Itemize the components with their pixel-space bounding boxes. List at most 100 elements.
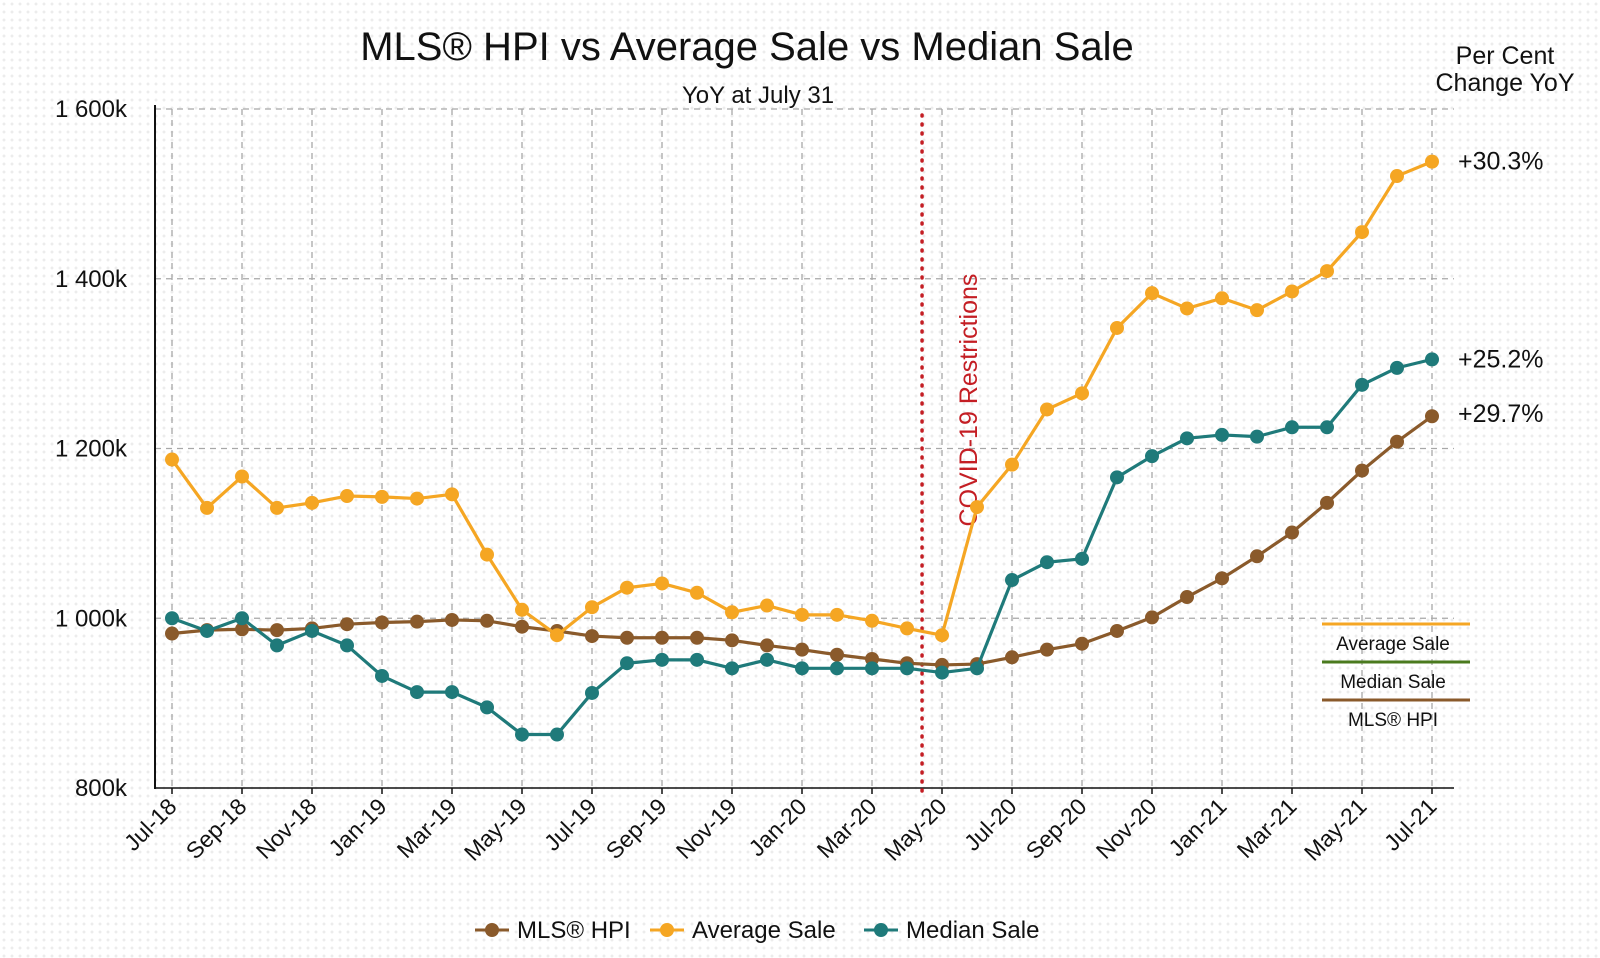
data-point-median-sale — [1110, 470, 1124, 485]
data-point-median-sale — [1285, 420, 1299, 435]
data-point-average-sale — [935, 628, 949, 643]
data-point-median-sale — [165, 611, 179, 626]
data-point-mls-hpi — [585, 629, 599, 644]
data-point-mls-hpi — [1320, 495, 1334, 510]
legend-swatch-marker — [660, 923, 674, 937]
data-point-average-sale — [795, 607, 809, 622]
data-point-average-sale — [480, 547, 494, 562]
data-point-average-sale — [1075, 386, 1089, 401]
data-point-median-sale — [515, 727, 529, 742]
data-point-average-sale — [410, 491, 424, 506]
data-point-average-sale — [1040, 402, 1054, 417]
legend-swatch-marker — [485, 923, 499, 937]
data-point-average-sale — [865, 613, 879, 628]
data-point-mls-hpi — [1355, 463, 1369, 478]
series-mls-hpi — [165, 409, 1439, 672]
data-point-mls-hpi — [1110, 623, 1124, 638]
data-point-median-sale — [690, 652, 704, 667]
data-point-median-sale — [1355, 377, 1369, 392]
data-point-average-sale — [1145, 286, 1159, 301]
data-point-median-sale — [1250, 429, 1264, 444]
data-point-median-sale — [1040, 555, 1054, 570]
data-point-mls-hpi — [1285, 525, 1299, 540]
covid-label: COVID-19 Restrictions — [955, 274, 983, 527]
data-point-average-sale — [550, 628, 564, 643]
data-point-mls-hpi — [620, 630, 634, 645]
data-point-average-sale — [375, 489, 389, 504]
x-tick-label: Jan-20 — [743, 793, 811, 861]
data-point-average-sale — [620, 580, 634, 595]
data-point-median-sale — [970, 661, 984, 676]
data-point-mls-hpi — [410, 614, 424, 629]
data-point-mls-hpi — [375, 615, 389, 630]
data-point-average-sale — [655, 576, 669, 591]
data-point-median-sale — [1425, 352, 1439, 367]
data-point-median-sale — [480, 700, 494, 715]
data-point-median-sale — [1005, 573, 1019, 588]
x-tick-label: Mar-20 — [812, 793, 882, 863]
data-point-average-sale — [725, 605, 739, 620]
data-point-mls-hpi — [340, 617, 354, 632]
data-point-average-sale — [235, 469, 249, 484]
side-key-label: MLS® HPI — [1348, 710, 1438, 731]
data-point-median-sale — [235, 611, 249, 626]
data-point-mls-hpi — [1180, 590, 1194, 605]
data-point-median-sale — [585, 685, 599, 700]
percent-change-label: +25.2% — [1458, 345, 1544, 373]
data-point-average-sale — [1425, 154, 1439, 169]
data-point-mls-hpi — [235, 622, 249, 637]
x-tick-label: Jan-19 — [323, 793, 391, 861]
data-point-mls-hpi — [1215, 571, 1229, 586]
y-tick-label: 1 200k — [55, 436, 128, 463]
series-average-sale — [165, 154, 1439, 643]
data-point-median-sale — [620, 656, 634, 671]
x-tick-label: Mar-19 — [392, 793, 462, 863]
data-point-median-sale — [270, 638, 284, 653]
data-point-mls-hpi — [480, 613, 494, 628]
legend-swatch-marker — [874, 923, 888, 937]
data-point-average-sale — [900, 621, 914, 636]
percent-change-heading-line2: Change YoY — [1435, 69, 1574, 97]
data-point-median-sale — [200, 623, 214, 638]
data-point-median-sale — [445, 685, 459, 700]
data-point-average-sale — [830, 607, 844, 622]
legend: MLS® HPI Average Sale Median Sale — [475, 917, 1039, 944]
data-point-average-sale — [445, 487, 459, 502]
x-tick-label: Nov-19 — [671, 793, 742, 864]
data-point-mls-hpi — [795, 642, 809, 657]
data-point-average-sale — [1390, 169, 1404, 184]
data-point-average-sale — [1110, 320, 1124, 335]
data-point-average-sale — [1320, 264, 1334, 279]
x-tick-label: Sep-19 — [601, 793, 672, 864]
data-point-mls-hpi — [1390, 434, 1404, 449]
y-tick-label: 800k — [75, 775, 128, 802]
x-tick-label: Jan-21 — [1163, 793, 1231, 861]
y-tick-label: 1 600k — [55, 96, 128, 123]
x-tick-label: Sep-18 — [181, 793, 252, 864]
data-point-average-sale — [1180, 301, 1194, 316]
series-line-median-sale — [171, 357, 1433, 737]
side-key-label: Average Sale — [1336, 634, 1450, 655]
x-tick-label: Nov-18 — [251, 793, 322, 864]
series-group — [165, 154, 1439, 742]
data-point-mls-hpi — [1040, 642, 1054, 657]
data-point-mls-hpi — [1005, 650, 1019, 665]
data-point-average-sale — [305, 495, 319, 510]
x-tick-label: Nov-20 — [1091, 793, 1162, 864]
data-point-median-sale — [1215, 427, 1229, 442]
data-point-median-sale — [760, 652, 774, 667]
legend-label: Median Sale — [906, 917, 1039, 944]
percent-change-label: +30.3% — [1458, 148, 1544, 176]
data-point-average-sale — [1250, 303, 1264, 318]
data-point-median-sale — [1320, 420, 1334, 435]
data-point-median-sale — [725, 661, 739, 676]
data-point-mls-hpi — [445, 612, 459, 627]
data-point-mls-hpi — [515, 619, 529, 634]
data-point-average-sale — [585, 600, 599, 615]
x-tick-label: May-19 — [459, 793, 532, 866]
percent-change-heading-line1: Per Cent — [1456, 42, 1555, 70]
data-point-average-sale — [970, 500, 984, 515]
data-point-mls-hpi — [1250, 549, 1264, 564]
data-point-median-sale — [900, 661, 914, 676]
